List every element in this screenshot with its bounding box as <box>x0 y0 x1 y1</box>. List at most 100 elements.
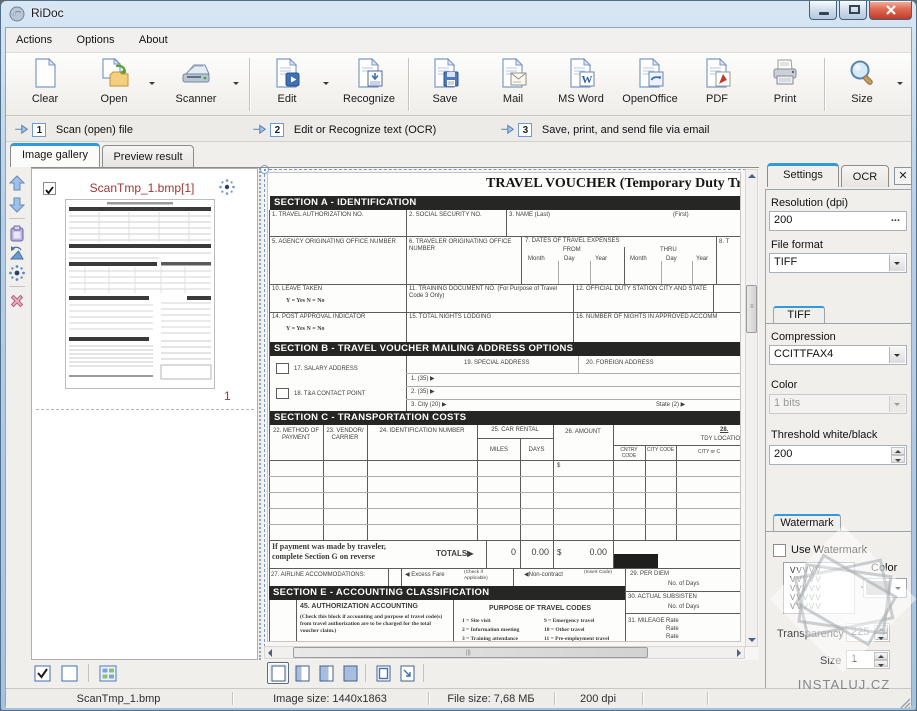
status-file-size: File size: 7,68 МБ <box>447 692 535 705</box>
watermark-pattern-preview[interactable]: VVVVV VVVVV VVVVV VVVVV VVVVV <box>783 562 855 614</box>
scroll-left-arrow[interactable] <box>268 649 272 657</box>
scanned-document[interactable]: TRAVEL VOUCHER (Temporary Duty Tr SECTIO… <box>267 172 741 642</box>
size-dropdown-arrow[interactable] <box>897 82 903 88</box>
threshold-spinner[interactable]: 200 <box>769 445 907 465</box>
spin-buttons[interactable] <box>874 625 888 640</box>
doc-field-label: 1. TRAVEL AUTHORIZATION NO. <box>272 212 364 218</box>
scroll-down-arrow[interactable] <box>748 638 756 642</box>
resolution-more-button[interactable]: ... <box>890 212 900 224</box>
doc-horizontal-scrollbar[interactable]: ||| <box>264 646 745 659</box>
clear-button[interactable]: Clear <box>16 56 74 113</box>
mail-button[interactable]: Mail <box>485 56 541 113</box>
check-icon <box>45 186 54 195</box>
clear-page-icon <box>35 57 57 88</box>
doc-title: TRAVEL VOUCHER (Temporary Duty Tr <box>486 176 741 191</box>
doc-field-label: 10. LEAVE TAKEN <box>272 286 323 292</box>
gallery-filename[interactable]: ScanTmp_1.bmp[1] <box>89 181 195 195</box>
panel-splitter[interactable] <box>259 168 263 660</box>
status-dpi: 200 dpi <box>579 692 617 705</box>
tab-ocr[interactable]: OCR <box>841 165 889 187</box>
scanner-dropdown-arrow[interactable] <box>233 82 239 88</box>
ms-word-button[interactable]: W MS Word <box>549 56 613 113</box>
file-format-combobox[interactable]: TIFF <box>769 253 907 273</box>
tab-preview-result[interactable]: Preview result <box>102 145 194 167</box>
doc-field-label: THRU <box>660 247 677 253</box>
use-watermark-checkbox[interactable] <box>773 544 786 557</box>
fit-page-icon <box>376 665 391 682</box>
scroll-thumb[interactable]: ≡ <box>746 285 757 333</box>
select-all-button[interactable] <box>31 662 53 684</box>
scroll-up-arrow[interactable] <box>748 174 756 178</box>
menu-options[interactable]: Options <box>76 34 115 46</box>
open-folder-icon <box>102 57 129 87</box>
tab-image-gallery[interactable]: Image gallery <box>10 143 100 167</box>
doc-field-label: 17. SALARY ADDRESS <box>294 366 358 372</box>
divider <box>707 692 708 705</box>
tab-baseline <box>31 167 759 168</box>
doc-vertical-scrollbar[interactable]: ≡ <box>745 169 758 647</box>
clipboard-icon <box>10 225 24 242</box>
panel-close-button[interactable]: ✕ <box>894 167 912 185</box>
copy-clipboard-button[interactable] <box>8 224 26 247</box>
watermark-color-picker[interactable] <box>863 578 907 598</box>
menu-bar: Actions Options About <box>6 30 911 53</box>
tab-settings[interactable]: Settings <box>767 163 839 187</box>
delete-button[interactable] <box>8 292 26 315</box>
scanner-button[interactable]: Scanner <box>167 56 225 113</box>
resize-grip[interactable] <box>899 697 911 709</box>
scroll-thumb[interactable]: ||| <box>293 647 648 658</box>
open-dropdown-arrow[interactable] <box>149 82 155 88</box>
transparency-label: Transparency <box>777 628 844 640</box>
fit-width-button[interactable] <box>396 662 418 684</box>
minimize-button[interactable] <box>809 1 837 20</box>
recognize-button[interactable]: Recognize <box>336 56 402 113</box>
page-select-checkbox[interactable] <box>43 182 56 195</box>
page-split-icon <box>319 665 334 682</box>
view-normal-button[interactable] <box>267 662 289 684</box>
combo-arrow-button[interactable] <box>889 347 905 363</box>
brightness-button[interactable] <box>8 264 26 287</box>
scroll-right-arrow[interactable] <box>737 649 741 657</box>
divider <box>428 692 429 705</box>
move-up-button[interactable] <box>8 174 26 197</box>
gallery-thumbnail[interactable] <box>65 199 215 394</box>
save-button[interactable]: Save <box>417 56 473 113</box>
divider <box>9 218 25 219</box>
doc-field-label: FROM <box>563 247 581 253</box>
menu-about[interactable]: About <box>138 34 168 46</box>
deselect-all-button[interactable] <box>58 662 80 684</box>
doc-field-label: 20. FOREIGN ADDRESS <box>586 360 654 366</box>
transparency-spinner[interactable]: 225 <box>846 623 890 642</box>
rotate-button[interactable] <box>8 244 26 267</box>
print-button[interactable]: Print <box>756 56 814 113</box>
thumbnail-view-button[interactable] <box>96 662 118 684</box>
view-split-small-button[interactable] <box>291 662 313 684</box>
compression-combobox[interactable]: CCITTFAX4 <box>769 345 907 365</box>
status-image-size: Image size: 1440x1863 <box>273 692 387 705</box>
move-down-button[interactable] <box>8 196 26 219</box>
menu-actions[interactable]: Actions <box>16 34 53 46</box>
spin-buttons[interactable] <box>891 447 905 463</box>
file-format-label: File format <box>771 239 823 251</box>
fit-page-button[interactable] <box>372 662 394 684</box>
rotate-icon <box>9 246 24 260</box>
doc-field-label: 8. T <box>719 239 730 245</box>
view-full-button[interactable] <box>339 662 361 684</box>
size-button[interactable]: Size <box>833 56 891 113</box>
open-button[interactable]: Open <box>84 56 144 113</box>
close-button[interactable] <box>869 1 912 20</box>
view-split-large-button[interactable] <box>315 662 337 684</box>
openoffice-button[interactable]: OpenOffice <box>615 56 685 113</box>
edit-button[interactable]: Edit <box>258 56 316 113</box>
maximize-icon <box>849 5 860 14</box>
maximize-button[interactable] <box>839 1 867 20</box>
pdf-button[interactable]: PDF <box>690 56 744 113</box>
resolution-input[interactable]: 200 ... <box>769 211 907 231</box>
color-label: Color <box>771 379 798 391</box>
combo-arrow-button[interactable] <box>889 255 905 271</box>
selection-handle[interactable] <box>260 165 269 174</box>
divider <box>36 409 254 410</box>
close-icon <box>886 5 896 15</box>
thumbnail-brightness-button[interactable] <box>218 178 236 201</box>
edit-dropdown-arrow[interactable] <box>323 82 329 88</box>
